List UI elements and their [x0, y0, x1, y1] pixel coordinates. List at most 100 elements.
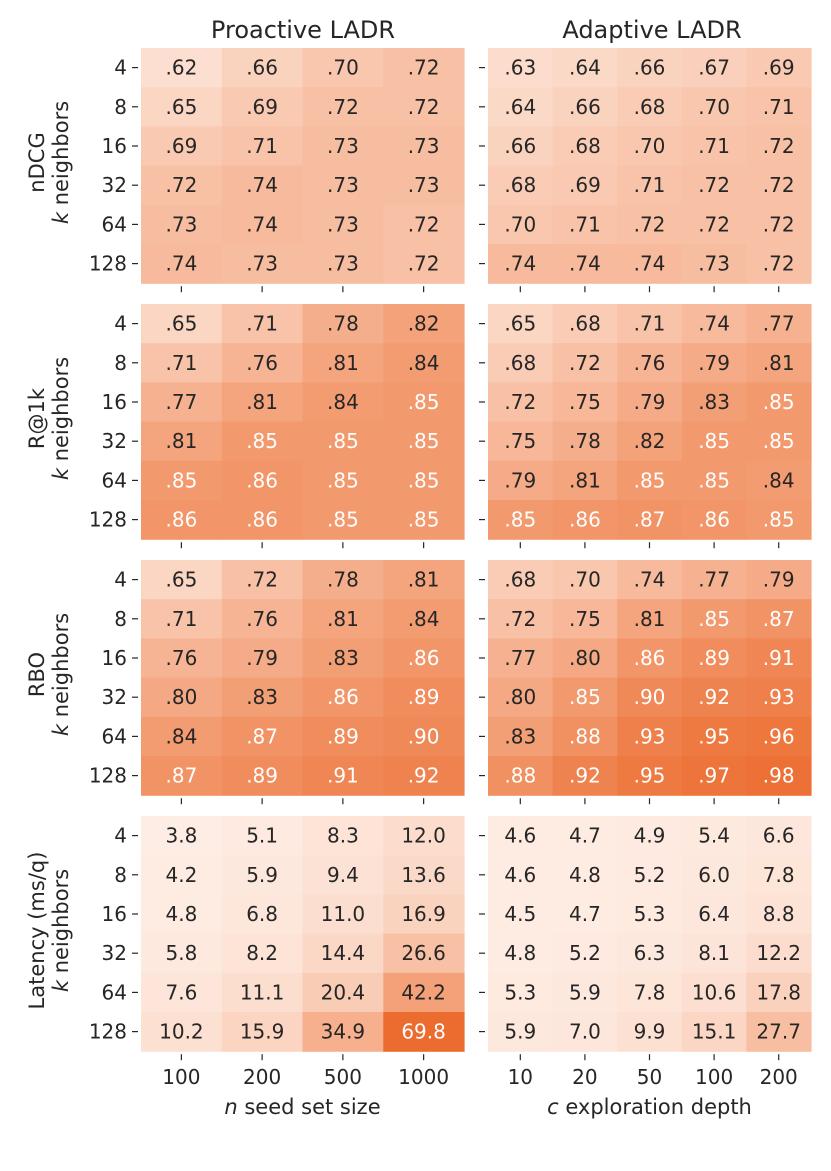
heatmap-cell: [141, 638, 223, 679]
heatmap-cell: [681, 599, 747, 639]
cell-value: 4.8: [569, 863, 601, 887]
heatmap-cell: [617, 165, 683, 206]
cell-value: 11.1: [240, 980, 285, 1004]
heatmap-cell: [552, 126, 618, 167]
heatmap-cell: [681, 933, 747, 974]
heatmap-cell: [302, 560, 384, 600]
cell-value: .83: [698, 390, 730, 414]
cell-value: 5.9: [504, 1020, 536, 1044]
cell-value: .83: [246, 685, 278, 709]
heatmap-cell: [141, 460, 223, 501]
heatmap-cell: [221, 716, 304, 757]
heatmap-cell: [383, 421, 465, 462]
heatmap-cell: [746, 165, 812, 206]
cell-value: 8.1: [698, 941, 730, 965]
cell-value: .69: [569, 173, 601, 197]
cell-value: .80: [569, 646, 601, 670]
cell-value: .77: [698, 568, 730, 592]
heatmap-cell: [746, 204, 812, 245]
heatmap-cell: [488, 599, 554, 639]
cell-value: .93: [634, 724, 666, 748]
heatmap-cell: [141, 716, 223, 757]
heatmap-cell: [617, 972, 683, 1013]
heatmap-cell: [617, 756, 683, 796]
heatmap-cell: [302, 677, 384, 718]
cell-value: .69: [763, 56, 795, 80]
heatmap-cell: [221, 1012, 304, 1052]
cell-value: .73: [327, 134, 359, 158]
cell-value: .91: [327, 764, 359, 788]
cell-value: .70: [504, 212, 536, 236]
cell-value: .68: [569, 134, 601, 158]
heatmap-cell: [746, 756, 812, 796]
cell-value: 4.8: [504, 941, 536, 965]
x-tick-label: 1000: [398, 1065, 449, 1089]
panel-title-proactive: Proactive LADR: [211, 16, 395, 44]
heatmap-cell: [383, 382, 465, 423]
cell-value: 4.2: [165, 863, 197, 887]
heatmap-cell: [488, 304, 554, 344]
heatmap-cell: [681, 816, 747, 856]
cell-value: .90: [408, 724, 440, 748]
cell-value: .72: [408, 95, 440, 119]
cell-value: 5.2: [634, 863, 666, 887]
cell-value: .74: [634, 568, 666, 592]
heatmap-cell: [681, 87, 747, 127]
heatmap-cell: [141, 756, 223, 796]
cell-value: 8.8: [763, 902, 795, 926]
y-tick-label: 64: [102, 212, 127, 236]
heatmap-cell: [746, 126, 812, 167]
x-tick-label: 500: [324, 1065, 362, 1089]
cell-value: .70: [634, 134, 666, 158]
heatmap-cell: [383, 894, 465, 935]
heatmap-cell: [383, 1012, 465, 1052]
heatmap-cell: [302, 382, 384, 423]
heatmap-cell: [681, 48, 747, 88]
heatmap-cell: [141, 165, 223, 206]
heatmap-cell: [488, 933, 554, 974]
heatmap-cell: [488, 855, 554, 895]
cell-value: 6.8: [246, 902, 278, 926]
cell-value: .72: [763, 252, 795, 276]
y-tick-label: 64: [102, 724, 127, 748]
heatmap-cell: [141, 677, 223, 718]
cell-value: .85: [165, 468, 197, 492]
heatmap-cell: [141, 933, 223, 974]
cell-value: .75: [569, 390, 601, 414]
cell-value: .73: [408, 173, 440, 197]
panel-title-adaptive: Adaptive LADR: [562, 16, 741, 44]
cell-value: .72: [569, 351, 601, 375]
heatmap-cell: [221, 816, 304, 856]
cell-value: .78: [327, 568, 359, 592]
cell-value: .71: [165, 351, 197, 375]
metric-name: nDCG: [25, 132, 49, 192]
heatmap-cell: [488, 244, 554, 284]
heatmap-cell: [488, 638, 554, 679]
cell-value: 10.6: [692, 980, 737, 1004]
heatmap-cell: [383, 460, 465, 501]
cell-value: 27.7: [756, 1020, 801, 1044]
cell-value: .73: [327, 212, 359, 236]
cell-value: .81: [763, 351, 795, 375]
cell-value: .95: [634, 764, 666, 788]
heatmap-cell: [488, 343, 554, 383]
heatmap-cells: .62 .66 .70 .72 .65 .69 .72 .72 .69 .71 .73 .73 .72.…: [141, 48, 812, 1052]
cell-value: .96: [763, 724, 795, 748]
heatmap-cell: [746, 460, 812, 501]
cell-value: .88: [569, 724, 601, 748]
cell-value: .85: [763, 508, 795, 532]
cell-value: .72: [698, 212, 730, 236]
cell-value: .85: [408, 429, 440, 453]
cell-value: .85: [698, 607, 730, 631]
cell-value: .77: [165, 390, 197, 414]
heatmap-cell: [383, 204, 465, 245]
heatmap-cell: [552, 343, 618, 383]
heatmap-cell: [221, 304, 304, 344]
cell-value: .63: [504, 56, 536, 80]
cell-value: .66: [246, 56, 278, 80]
y-tick-label: 128: [89, 508, 127, 532]
cell-value: .73: [327, 173, 359, 197]
heatmap-cell: [681, 972, 747, 1013]
cell-value: .89: [327, 724, 359, 748]
